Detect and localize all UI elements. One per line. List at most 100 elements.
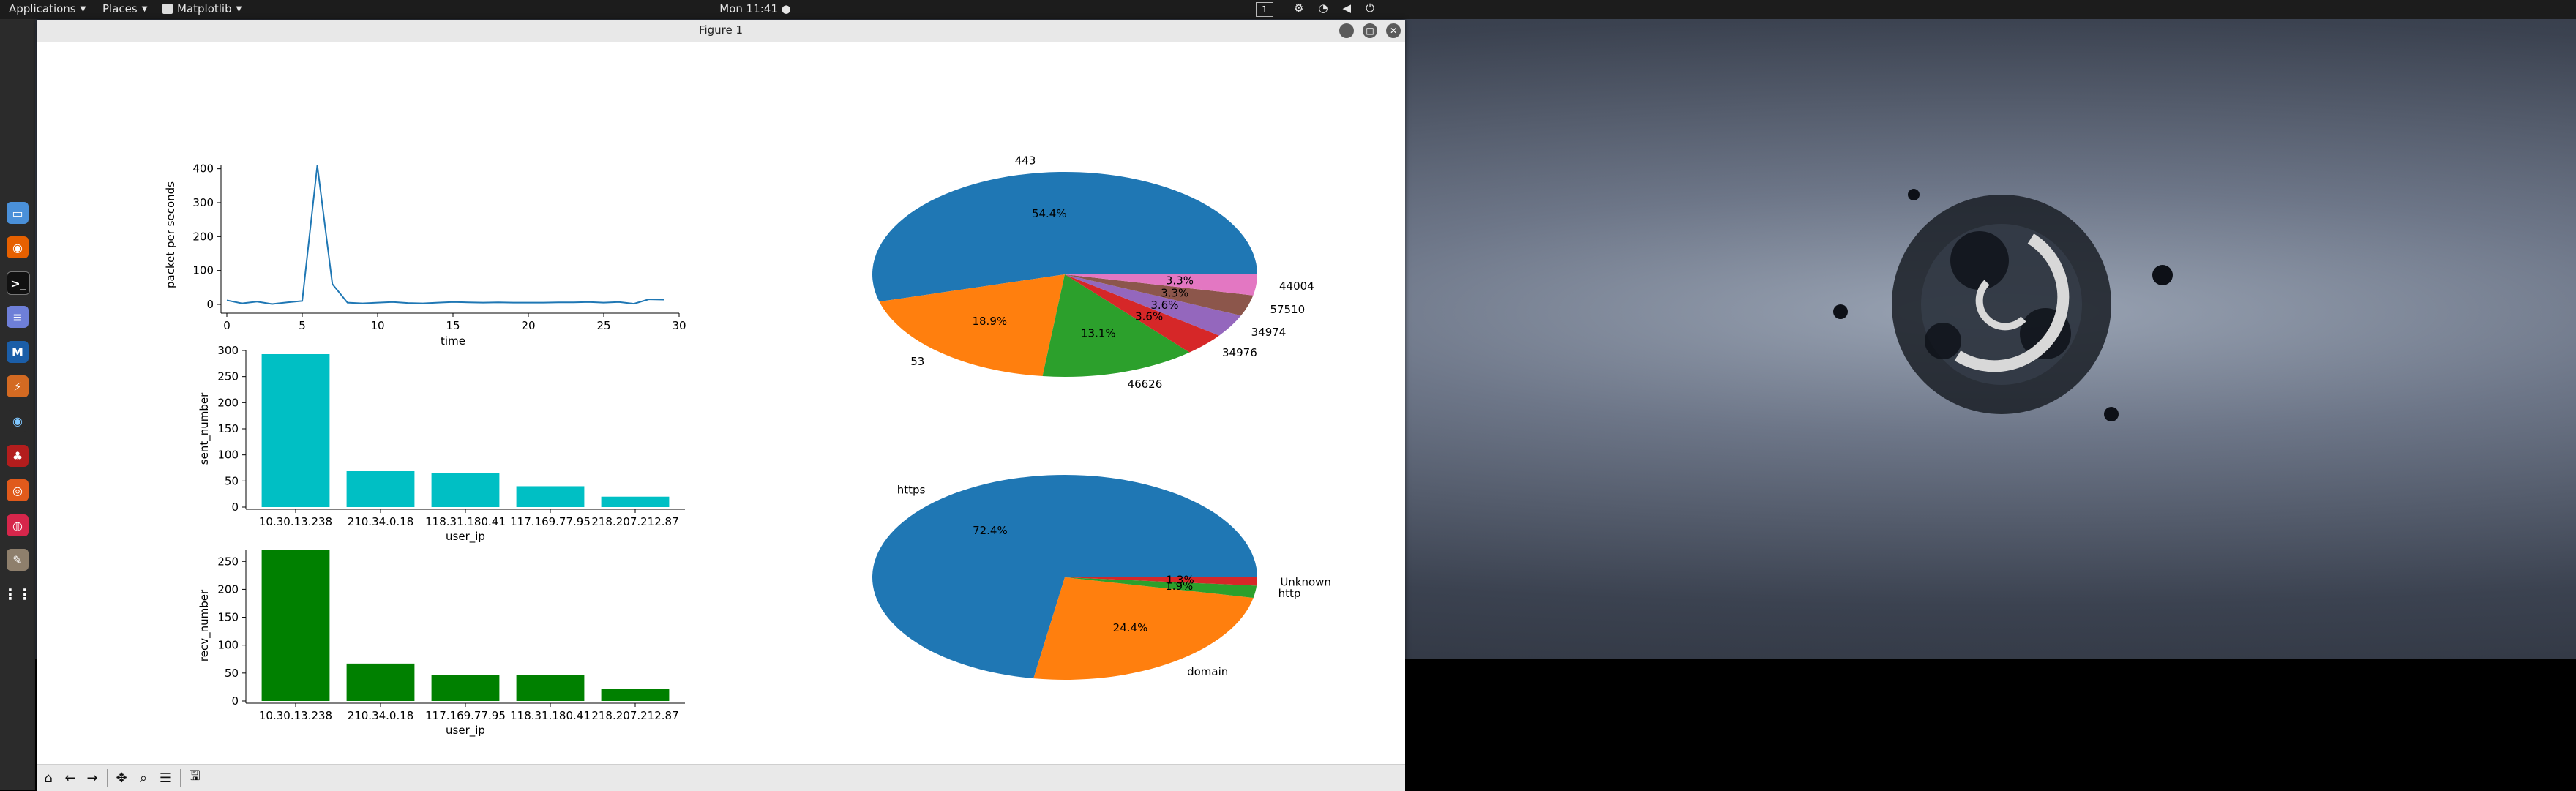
recv-chart-bar (347, 664, 415, 701)
metasploit-icon[interactable]: M (7, 341, 29, 363)
window-title: Figure 1 (37, 23, 1405, 37)
port-pie-label: 44004 (1279, 280, 1314, 293)
workspace-indicator[interactable]: 1 (1256, 2, 1273, 17)
chevron-down-icon: ▼ (80, 5, 86, 13)
recv-chart-bar (432, 675, 500, 701)
line-chart-x-tick-label: 20 (521, 319, 535, 332)
recv-chart-x-tick-label: 10.30.13.238 (259, 709, 332, 722)
protocol-pie-label: http (1278, 587, 1301, 600)
app-menu-label: Matplotlib (177, 2, 232, 15)
screen-bottom-area (1405, 659, 2576, 790)
port-pie-pct-label: 3.3% (1161, 287, 1188, 300)
recv-chart-x-label: user_ip (446, 724, 485, 738)
app-menu[interactable]: Matplotlib ▼ (162, 2, 242, 15)
burpsuite-icon[interactable]: ⚡ (7, 375, 29, 397)
sent-chart-y-tick-label: 0 (231, 501, 239, 514)
applications-menu-label: Applications (9, 2, 76, 15)
port-pie-label: 34974 (1251, 326, 1287, 339)
recv-chart-y-tick-label: 100 (217, 639, 239, 652)
forward-icon[interactable]: → (83, 769, 101, 787)
window-titlebar[interactable]: Figure 1 – □ ✕ (37, 20, 1405, 42)
toolbar-separator (180, 769, 181, 787)
port-pie-pct-label: 3.6% (1150, 299, 1178, 312)
port-pie-label: 34976 (1222, 346, 1257, 359)
show-apps-icon[interactable]: ⋮⋮ (7, 583, 29, 605)
clock-label: Mon 11:41 (719, 2, 778, 15)
sent-chart-y-tick-label: 100 (217, 449, 239, 462)
protocol-pie-pct-label: 24.4% (1113, 621, 1148, 634)
configure-icon[interactable]: ☰ (157, 769, 174, 787)
recv-chart-x-tick-label: 218.207.212.87 (591, 709, 678, 722)
home-icon[interactable]: ⌂ (40, 769, 57, 787)
protocol-pie-pct-label: 1.3% (1167, 573, 1194, 586)
recv-chart-x-tick-label: 210.34.0.18 (348, 709, 414, 722)
sent-chart-y-tick-label: 150 (217, 422, 239, 435)
close-icon[interactable]: ✕ (1386, 23, 1401, 38)
applications-menu[interactable]: Applications ▼ (9, 2, 86, 15)
protocol-pie-label: https (897, 483, 926, 496)
gimp-icon[interactable]: ✎ (7, 549, 29, 571)
maltego-icon[interactable]: ◎ (7, 479, 29, 501)
maximize-icon[interactable]: □ (1363, 23, 1377, 38)
minimize-icon[interactable]: – (1339, 23, 1354, 38)
pan-icon[interactable]: ✥ (113, 769, 130, 787)
sent-chart-x-tick-label: 210.34.0.18 (348, 515, 414, 528)
sent-chart-bar (517, 486, 585, 507)
clock[interactable]: Mon 11:41 ● (719, 2, 791, 15)
sent-chart-x-tick-label: 117.169.77.95 (510, 515, 591, 528)
recv-chart-y-tick-label: 50 (225, 667, 239, 680)
recv-chart-y-tick-label: 250 (217, 555, 239, 568)
wifi-icon[interactable]: ◔ (1318, 1, 1328, 15)
places-menu[interactable]: Places ▼ (102, 2, 147, 15)
line-chart-y-label: packet per seconds (164, 181, 177, 288)
terminal-icon[interactable]: >_ (7, 271, 30, 295)
power-icon[interactable]: ⏻ (1366, 1, 1374, 15)
back-icon[interactable]: ← (61, 769, 79, 787)
line-chart-x-label: time (441, 334, 465, 348)
chevron-down-icon: ▼ (142, 5, 148, 13)
protocol-pie-pct-label: 72.4% (973, 524, 1008, 537)
matplotlib-app-icon (162, 4, 173, 14)
network-icon[interactable]: ⚙ (1294, 1, 1303, 15)
line-chart-x-tick-label: 25 (596, 319, 610, 332)
line-chart-x-tick-label: 15 (446, 319, 460, 332)
port-pie-pct-label: 54.4% (1032, 207, 1067, 220)
protocol-pie-label: Unknown (1280, 575, 1331, 588)
port-pie-label: 57510 (1270, 303, 1305, 316)
port-pie-pct-label: 13.1% (1081, 326, 1116, 340)
chevron-down-icon: ▼ (236, 5, 242, 13)
line-chart-x-tick-label: 5 (299, 319, 306, 332)
recv-chart-x-tick-label: 117.169.77.95 (425, 709, 506, 722)
volume-icon[interactable]: ◀ (1343, 1, 1352, 15)
sent-chart-bar (347, 471, 415, 507)
top-panel: Applications ▼ Places ▼ Matplotlib ▼ Mon… (0, 0, 2576, 19)
line-series (227, 165, 664, 304)
port-pie-pct-label: 18.9% (972, 315, 1007, 328)
zoom-icon[interactable]: ⌕ (135, 769, 152, 787)
navigation-toolbar: ⌂ ← → ✥ ⌕ ☰ 🖫 (37, 764, 1405, 791)
save-icon[interactable]: 🖫 (186, 769, 203, 787)
recv-chart-bar (602, 689, 670, 701)
places-menu-label: Places (102, 2, 138, 15)
port-pie-pct-label: 3.3% (1166, 274, 1194, 288)
line-chart-x-tick-label: 0 (223, 319, 231, 332)
line-chart-y-tick-label: 400 (192, 162, 214, 176)
recv-chart-y-tick-label: 0 (231, 694, 239, 708)
sent-chart-y-tick-label: 250 (217, 370, 239, 383)
sent-chart-x-tick-label: 118.31.180.41 (425, 515, 506, 528)
sent-chart-bar (262, 354, 330, 507)
firefox-icon[interactable]: ◉ (7, 236, 29, 258)
line-chart-x-tick-label: 10 (370, 319, 384, 332)
line-chart-y-tick-label: 200 (192, 230, 214, 243)
recv-chart-x-tick-label: 118.31.180.41 (510, 709, 591, 722)
cherrytree-icon[interactable]: ♣ (7, 445, 29, 467)
files-icon[interactable]: ▭ (7, 202, 29, 224)
dock: ▭ ◉ >_ ≡ M ⚡ ◉ ♣ ◎ ◍ ✎ ⋮⋮ (0, 19, 35, 790)
armitage-icon[interactable]: ◍ (7, 514, 29, 536)
eye-icon[interactable]: ◉ (7, 410, 29, 432)
system-tray: ⚙ ◔ ◀ ⏻ (1294, 1, 1374, 15)
text-editor-icon[interactable]: ≡ (7, 306, 29, 328)
protocol-pie-label: domain (1187, 665, 1228, 678)
sent-chart-y-label: sent_number (198, 392, 211, 465)
